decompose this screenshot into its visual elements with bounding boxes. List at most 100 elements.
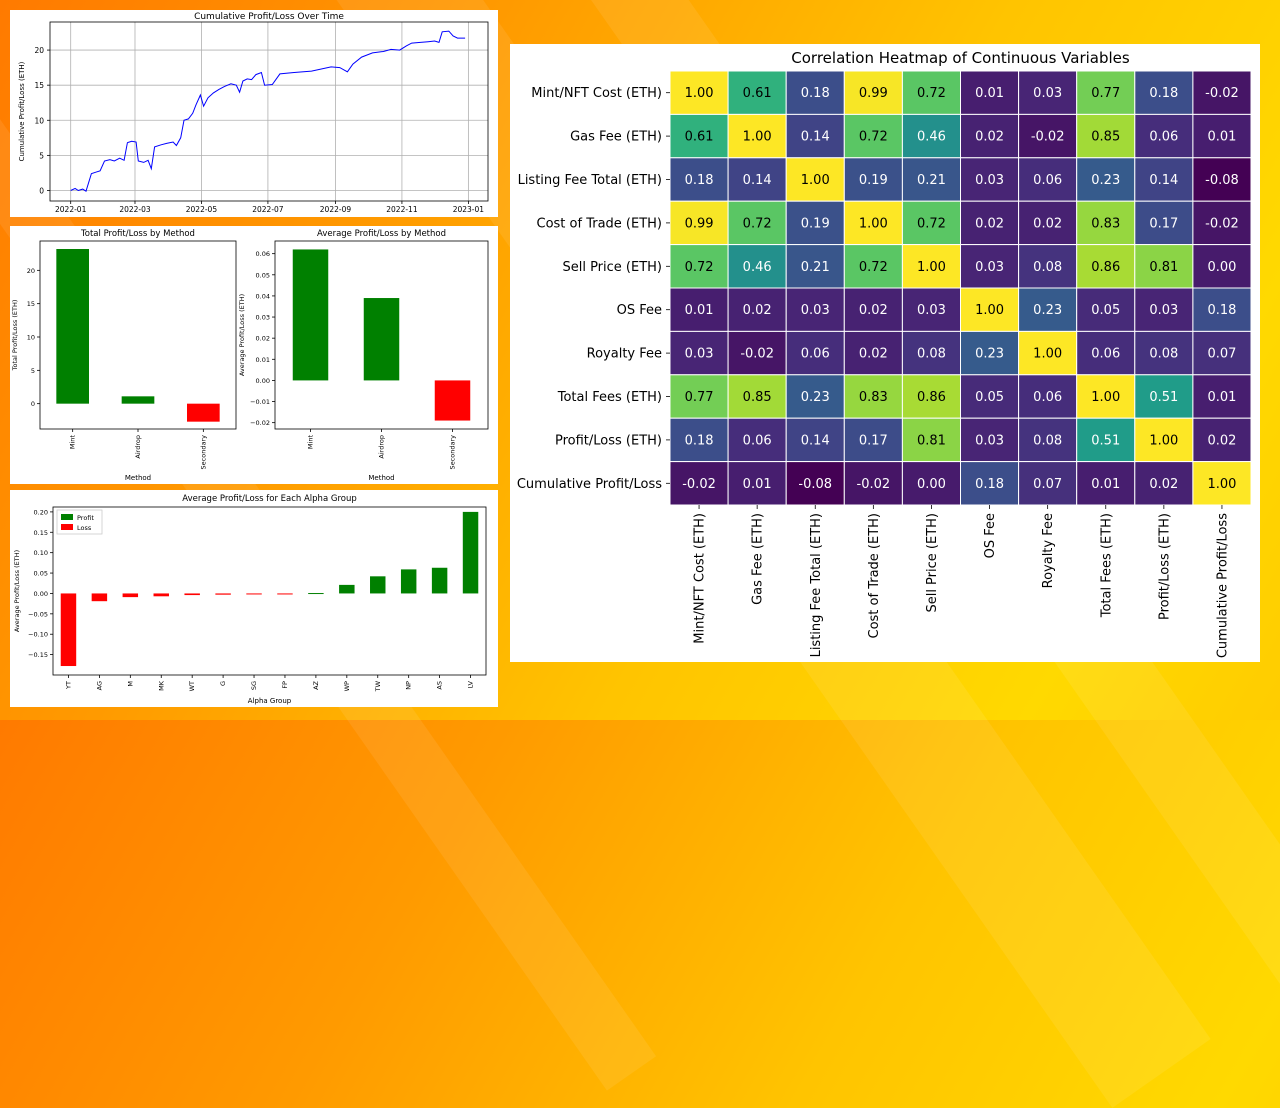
- cell-value: 0.07: [1207, 347, 1236, 362]
- cell-value: 0.23: [1091, 173, 1120, 188]
- cell-value: -0.08: [798, 477, 832, 492]
- x-tick-label: 2022-07: [252, 205, 284, 214]
- cell-value: 0.18: [685, 173, 714, 188]
- chart-title: Correlation Heatmap of Continuous Variab…: [791, 49, 1130, 67]
- cell-value: 0.14: [801, 130, 830, 145]
- y-axis-label: Average Profit/Loss (ETH): [238, 294, 246, 376]
- cell-value: 0.05: [975, 390, 1004, 405]
- bar-airdrop: [121, 396, 155, 404]
- x-axis-label: Alpha Group: [248, 697, 292, 705]
- bar-airdrop: [363, 298, 400, 381]
- chart-title: Total Profit/Loss by Method: [80, 229, 195, 239]
- heatmap-cell: [1076, 244, 1136, 289]
- cell-value: 1.00: [975, 303, 1004, 318]
- cell-value: 0.86: [917, 390, 946, 405]
- y-tick-label: 0.10: [34, 549, 48, 557]
- heatmap-cell: [960, 374, 1020, 419]
- heatmap-cell: [1192, 113, 1252, 159]
- cell-value: 0.51: [1091, 433, 1120, 448]
- heatmap-cell: [1192, 417, 1252, 463]
- heatmap-cell: [1018, 70, 1078, 115]
- cell-value: 0.08: [1033, 433, 1062, 448]
- heatmap-cell: [1076, 374, 1136, 419]
- cell-value: 0.72: [917, 86, 946, 101]
- cell-value: 0.06: [1033, 173, 1062, 188]
- heatmap-cell: [1192, 70, 1252, 115]
- x-tick-label: WT: [188, 681, 196, 691]
- heatmap-cell: [785, 113, 845, 159]
- heatmap-cell: [1192, 157, 1252, 202]
- cell-value: 0.01: [1091, 477, 1120, 492]
- x-tick-label: Airdrop: [134, 435, 142, 459]
- heatmap-cell: [1076, 461, 1136, 506]
- x-tick-label: SG: [250, 681, 258, 690]
- cell-value: 0.06: [1091, 347, 1120, 362]
- y-tick-label: 0: [39, 186, 44, 195]
- bar-lv: [462, 511, 479, 594]
- cell-value: 0.02: [975, 216, 1004, 231]
- heatmap-cell: [1018, 287, 1078, 332]
- cell-value: 0.19: [859, 173, 888, 188]
- heatmap-cell: [785, 287, 845, 332]
- cell-value: 0.07: [1033, 477, 1062, 492]
- cell-value: 0.14: [801, 433, 830, 448]
- column-label: Listing Fee Total (ETH): [809, 513, 824, 657]
- x-tick-label: WP: [343, 681, 351, 691]
- y-tick-label: −0.15: [28, 651, 48, 659]
- heatmap-cell: [843, 417, 903, 463]
- cell-value: 0.08: [917, 347, 946, 362]
- cell-value: 0.01: [1207, 390, 1236, 405]
- chart-title: Average Profit/Loss for Each Alpha Group: [182, 494, 356, 504]
- legend-label-loss: Loss: [77, 524, 92, 532]
- cell-value: 0.18: [685, 433, 714, 448]
- y-tick-label: 10: [34, 116, 44, 125]
- y-tick-label: 15: [27, 300, 35, 308]
- heatmap-cell: [843, 70, 903, 115]
- y-tick-label: 0.06: [256, 250, 270, 258]
- bar-secondary: [434, 380, 471, 421]
- x-tick-label: 2022-05: [186, 205, 218, 214]
- heatmap-cell: [669, 417, 729, 463]
- heatmap-cell: [1018, 461, 1078, 506]
- cell-value: -0.02: [1205, 86, 1239, 101]
- x-tick-label: 2022-03: [119, 205, 151, 214]
- cell-value: 0.02: [859, 303, 888, 318]
- x-tick-label: Secondary: [199, 435, 207, 470]
- x-tick-label: Airdrop: [378, 435, 386, 459]
- heatmap-cell: [843, 461, 903, 506]
- heatmap-cell: [901, 113, 961, 159]
- y-axis-label: Average Profit/Loss (ETH): [13, 550, 21, 632]
- heatmap-cell: [960, 287, 1020, 332]
- bar-wp: [339, 584, 355, 594]
- cell-value: 1.00: [917, 260, 946, 275]
- bar-tw: [370, 576, 386, 594]
- x-tick-label: Secondary: [449, 435, 457, 470]
- cell-value: 0.72: [917, 216, 946, 231]
- cell-value: 0.01: [975, 86, 1004, 101]
- x-tick-label: 2023-01: [453, 205, 485, 214]
- cell-value: 0.02: [1207, 433, 1236, 448]
- cell-value: 1.00: [1033, 347, 1062, 362]
- heatmap-cell: [669, 113, 729, 159]
- method-panel: Total Profit/Loss by Method 0 5 10 15 20 Mint A…: [10, 226, 498, 484]
- cell-value: 1.00: [685, 86, 714, 101]
- cell-value: 0.81: [1149, 260, 1178, 275]
- row-label: Cost of Trade (ETH): [537, 216, 663, 231]
- row-label: Listing Fee Total (ETH): [518, 173, 662, 188]
- heatmap-cell: [1134, 461, 1194, 506]
- column-label: Gas Fee (ETH): [751, 513, 766, 605]
- cumulative-chart: Cumulative Profit/Loss Over Time 0 5 10 15 20…: [18, 12, 489, 214]
- x-tick-label: M: [126, 681, 134, 687]
- x-tick-label: Mint: [69, 435, 77, 450]
- cell-value: 0.03: [1149, 303, 1178, 318]
- legend-swatch-profit: [61, 514, 73, 520]
- heatmap-cell: [1192, 287, 1252, 332]
- heatmap-cell: [785, 417, 845, 463]
- heatmap-cell: [727, 374, 787, 419]
- heatmap-panel: Correlation Heatmap of Continuous Variab…: [510, 44, 1260, 662]
- y-tick-label: −0.05: [28, 610, 48, 618]
- bar-mint: [56, 249, 89, 404]
- y-tick-label: 0.04: [256, 292, 270, 300]
- cell-value: 0.18: [801, 86, 830, 101]
- y-tick-label: 20: [34, 46, 44, 55]
